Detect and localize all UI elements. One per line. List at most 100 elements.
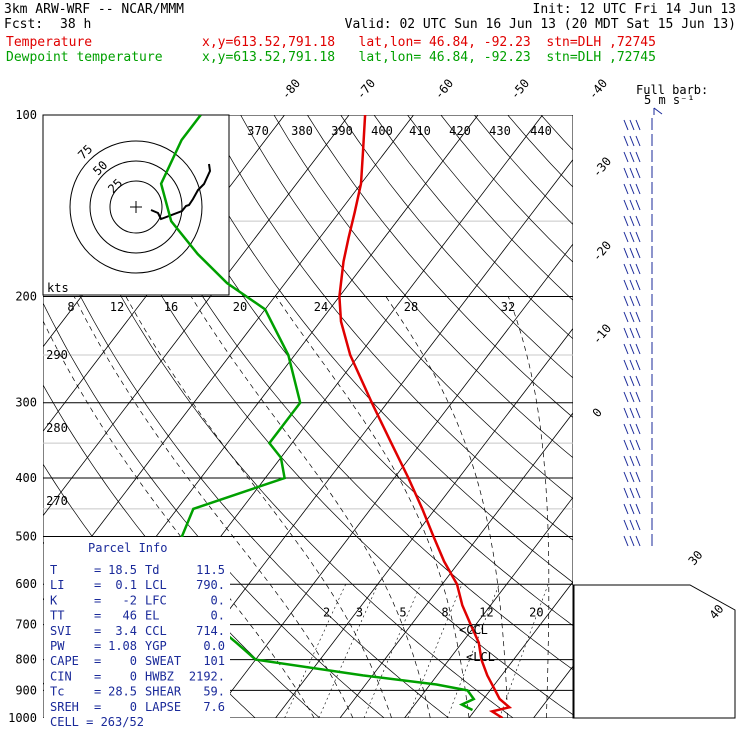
mixing-ratio-line <box>363 584 421 718</box>
dry-adiabat <box>43 121 514 718</box>
dewpoint-legend: Dewpoint temperature <box>6 50 163 65</box>
wind-barb-flag <box>629 215 635 227</box>
wind-key-units: 5 m s⁻¹ <box>644 93 695 107</box>
wind-barb-flag <box>635 391 641 403</box>
wind-barb-flag <box>623 199 629 211</box>
parcel-equals: = <box>94 639 101 653</box>
isotherm-line <box>727 115 740 718</box>
wind-barb-flag <box>629 407 635 419</box>
wind-barb-flag <box>623 391 629 403</box>
isotherm-label-top: -50 <box>508 76 533 102</box>
parcel-equals: = <box>94 654 101 668</box>
wind-barb-flag <box>623 503 629 515</box>
wind-barb-flag <box>635 503 641 515</box>
wind-barb-flag <box>623 359 629 371</box>
wind-barb-flag <box>623 439 629 451</box>
wind-barb-flag <box>623 263 629 275</box>
mixing-ratio-label: 12 <box>479 606 493 620</box>
dry-adiabat <box>273 115 573 459</box>
wind-barb-flag <box>635 231 641 243</box>
wind-barb-flag <box>635 295 641 307</box>
moist-adiabat <box>385 296 509 718</box>
forecast-hour: 38 h <box>60 17 92 32</box>
parcel-field-value: 28.5 <box>108 685 137 699</box>
wind-barb-flag <box>635 311 641 323</box>
isotherm-line <box>404 496 573 718</box>
dry-adiabat <box>173 115 573 583</box>
parcel-equals: = <box>94 624 101 638</box>
wind-barb-flag <box>635 279 641 291</box>
wind-barb-flag <box>635 215 641 227</box>
parcel-equals: = <box>94 593 101 607</box>
moist-adiabat <box>125 296 392 718</box>
dewpoint-line <box>159 115 476 712</box>
init-time: Init: 12 UTC Fri 14 Jun 13 <box>532 2 737 17</box>
mixing-ratio-label: 8 <box>441 606 448 620</box>
pressure-label-500: 500 <box>15 529 37 543</box>
wind-barb-flag <box>629 423 635 435</box>
wind-barb-flag <box>635 471 641 483</box>
dry-adiabat <box>240 115 573 500</box>
parcel-field-value: 0 <box>130 700 137 714</box>
theta-label: 410 <box>409 124 431 138</box>
wind-barb-flag <box>623 183 629 195</box>
isotherm-line <box>210 243 573 718</box>
mixing-ratio-line <box>318 584 379 718</box>
theta-label: 370 <box>247 124 269 138</box>
wind-barb-flag <box>635 263 641 275</box>
wind-barb-flag <box>629 343 635 355</box>
isotherm-label-right: -30 <box>590 154 615 180</box>
dry-adiabat <box>507 115 573 188</box>
wind-barb-flag <box>623 455 629 467</box>
parcel-equals: = <box>94 700 101 714</box>
wind-barb-flag <box>629 535 635 547</box>
hodo-scale-label: 20 <box>233 300 247 314</box>
parcel-field-value: 18.5 <box>108 563 137 577</box>
wind-barb-flag <box>623 311 629 323</box>
parcel-field-label: SWEAT <box>145 654 181 668</box>
isotherm-label-right: -20 <box>590 238 615 264</box>
parcel-field-value: 0. <box>211 593 225 607</box>
wind-key-barb <box>653 107 663 115</box>
pressure-label-200: 200 <box>15 290 37 304</box>
wind-barb-flag <box>635 119 641 131</box>
theta-left-label: 280 <box>46 421 68 435</box>
wind-barb-flag <box>623 535 629 547</box>
wind-barb-flag <box>635 151 641 163</box>
ccl-marker: <CCL <box>459 623 488 637</box>
isotherm-line <box>43 115 414 601</box>
wind-barb-flag <box>623 295 629 307</box>
wind-barb-flag <box>635 375 641 387</box>
dry-adiabat <box>307 115 573 418</box>
wind-barb-flag <box>629 391 635 403</box>
parcel-field-value: 11.5 <box>196 563 225 577</box>
wind-barb-flag <box>635 519 641 531</box>
wind-barb-flag <box>635 487 641 499</box>
theta-left-label: 270 <box>46 494 68 508</box>
isotherm-line <box>339 412 573 718</box>
parcel-cell-motion: CELL = 263/52 <box>50 715 144 729</box>
wind-barb-flag <box>623 167 629 179</box>
wind-barb-flag <box>635 407 641 419</box>
hodo-scale-label: 28 <box>404 300 418 314</box>
wind-barb-flag <box>629 359 635 371</box>
parcel-equals: = <box>94 578 101 592</box>
wind-barb-flag <box>635 343 641 355</box>
wind-barb-flag <box>629 487 635 499</box>
mixing-ratio-label: 2 <box>323 606 330 620</box>
mixing-ratio-line <box>407 584 463 718</box>
model-title: 3km ARW-WRF -- NCAR/MMM <box>4 2 185 17</box>
hodograph-trace <box>150 163 212 221</box>
parcel-equals: = <box>94 685 101 699</box>
isotherm-line <box>533 665 573 718</box>
wind-barb-flag <box>629 247 635 259</box>
isotherm-label-top: -80 <box>279 76 304 102</box>
pressure-label-900: 900 <box>15 683 37 697</box>
valid-time: Valid: 02 UTC Sun 16 Jun 13 (20 MDT Sat … <box>344 17 736 32</box>
wind-barb-flag <box>635 199 641 211</box>
parcel-field-label: LI <box>50 578 64 592</box>
moist-adiabat <box>73 296 354 718</box>
wind-barb-flag <box>623 519 629 531</box>
wind-barb-flag <box>623 343 629 355</box>
hodo-units: kts <box>47 281 69 295</box>
